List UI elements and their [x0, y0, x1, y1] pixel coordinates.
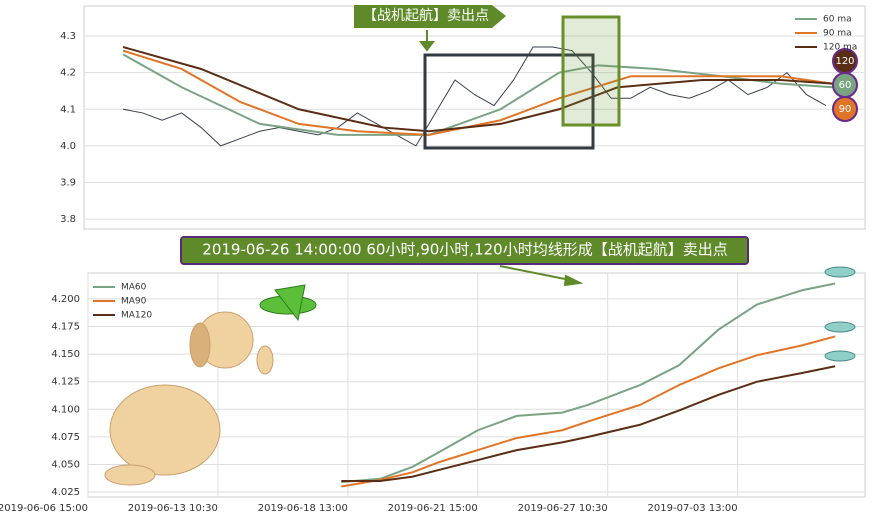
badge-label: 90	[839, 104, 852, 115]
line	[122, 46, 827, 147]
y-tick-label: 4.1	[60, 104, 76, 115]
banner-text: 2019-06-26 14:00:00 60小时,90小时,120小时均线形成【…	[202, 241, 727, 259]
y-tick-label: 4.050	[51, 459, 80, 470]
line	[341, 365, 836, 482]
y-tick-label: 3.9	[60, 177, 76, 188]
x-tick-label: 2019-06-21 15:00	[388, 503, 478, 514]
plane-icons	[824, 266, 856, 362]
annotation: 【战机起航】卖出点	[363, 8, 489, 24]
y-tick-label: 4.125	[51, 377, 80, 388]
y-tick-label: 4.075	[51, 432, 80, 443]
plot-frame	[83, 5, 866, 230]
decorations	[104, 5, 858, 486]
x-tick-label: 2019-06-27 10:30	[518, 503, 608, 514]
x-tick-label: 2019-07-03 13:00	[648, 503, 738, 514]
y-tick-label: 4.100	[51, 404, 80, 415]
line	[341, 335, 836, 488]
line	[122, 46, 833, 133]
x-tick-label: 2019-06-13 10:30	[128, 503, 218, 514]
legend-label: MA120	[121, 311, 152, 321]
badge-label: 120	[835, 56, 854, 67]
arrow	[499, 265, 584, 287]
y-tick-label: 4.0	[60, 141, 76, 152]
plane-illustration	[259, 284, 317, 322]
x-tick-label: 2019-06-06 15:00	[0, 503, 88, 514]
line	[341, 282, 836, 484]
banner	[180, 236, 749, 265]
y-tick-label: 4.3	[60, 31, 76, 42]
badge-label: 60	[839, 80, 852, 91]
dog-illustration	[104, 311, 274, 486]
legend-label: MA60	[121, 283, 147, 293]
y-tick-label: 4.025	[51, 487, 80, 498]
label-arrow	[354, 5, 506, 28]
x-tick-label: 2019-06-18 13:00	[258, 503, 348, 514]
legend-label: 90 ma	[823, 29, 852, 39]
y-tick-label: 4.150	[51, 349, 80, 360]
highlight-box	[561, 15, 621, 127]
line	[122, 53, 833, 136]
y-tick-label: 3.8	[60, 214, 76, 225]
arrow	[419, 30, 435, 52]
badge	[832, 96, 858, 122]
y-tick-label: 4.200	[51, 294, 80, 305]
y-tick-label: 4.2	[60, 68, 76, 79]
highlight-box	[423, 53, 595, 150]
y-tick-label: 4.175	[51, 322, 80, 333]
legend-label: 60 ma	[823, 15, 852, 25]
legend-label: 120 ma	[823, 43, 857, 53]
legend-label: MA90	[121, 297, 147, 307]
